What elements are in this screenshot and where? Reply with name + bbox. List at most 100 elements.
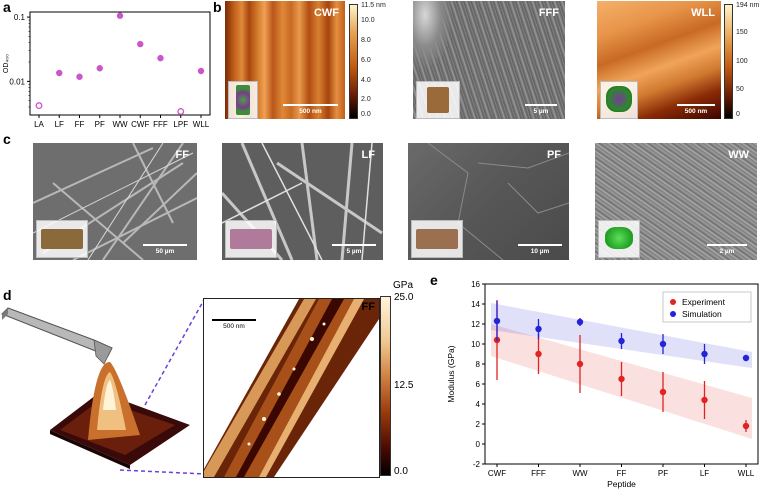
panel-label-e: e [430,272,438,288]
structure-inset-fff [416,81,460,119]
scale-text-ww: 2 µm [719,248,735,255]
scale-bar-lf [332,244,376,246]
image-tag-fff: FFF [538,7,559,19]
chart-a-od400: 0.1 0.01 OD₄₀₀ LA LF FF PF WW CWF FFF LPF WLL [3,11,211,128]
colorbar-cwf-tick: 8.0 [361,37,371,44]
colorbar-wll-tick: 150 [736,29,748,36]
data-point-experiment [742,422,750,430]
data-point-a [76,73,83,80]
scale-text-ff: 50 µm [155,248,175,255]
x-tick-label-a: CWF [131,120,149,128]
y-tick-label-e: 10 [471,340,480,349]
data-point-a [177,108,185,115]
panel-label-c: c [3,131,11,147]
legend-marker-simulation [670,311,676,317]
data-point-experiment [576,360,584,368]
data-point-a [137,40,144,48]
sem-image-fff: FFF 5 µm [413,1,565,119]
data-point-simulation [701,350,708,358]
y-tick-label-e: 6 [476,380,481,389]
data-point-experiment [535,350,542,358]
afm-image-cwf: CWF 500 nm [225,1,345,119]
x-tick-label-a: LA [34,120,44,128]
afm-image-wll: WLL 500 nm [597,1,721,119]
y-axis-label-e: Modulus (GPa) [446,345,456,402]
afm-modulus-map-ff: FF 500 nm [203,298,380,478]
x-tick-label-e: FF [617,469,627,478]
scale-text-pf: 10 µm [530,248,550,255]
colorbar-d-tick: 12.5 [394,380,414,391]
sem-image-ww: WW 2 µm [595,143,757,260]
structure-inset-pf [411,220,463,258]
afm-3d-diagram [1,297,205,475]
data-point-simulation [742,354,750,362]
colorbar-cwf-tick: 10.0 [361,17,375,24]
data-point-experiment [659,388,667,396]
colorbar-cwf-tick: 4.0 [361,77,371,84]
chart-e-modulus: -2 0 2 4 6 8 10 12 14 16 Modulus (GPa) CWF FFF WW FF PF… [446,280,759,489]
panel-label-b: b [213,0,222,15]
data-point-experiment [701,396,708,404]
data-point-a [35,102,43,110]
y-axis-label-a: OD₄₀₀ [3,54,10,73]
x-tick-label-e: WW [572,469,588,478]
y-tick-label-e: 16 [471,280,480,289]
scale-text-d: 500 nm [223,323,245,330]
legend-label-experiment: Experiment [682,297,726,307]
structure-inset-lf [225,220,277,258]
colorbar-wll-tick: 50 [736,86,744,93]
legend-label-simulation: Simulation [682,309,722,319]
plot-frame-a [29,11,211,116]
data-point-simulation [576,318,584,326]
structure-inset-ff [36,220,88,258]
colorbar-d [380,296,391,476]
data-point-a [157,54,164,62]
panel-label-d: d [3,287,12,303]
x-tick-label-e: PF [658,469,668,478]
scale-text-fff: 5 µm [533,108,549,115]
y-tick-label-a: 0.01 [9,77,25,86]
panel-label-a: a [3,0,11,15]
x-tick-label-a: WLL [193,120,210,128]
colorbar-cwf-tick: 11.5 nm [361,2,386,9]
legend-marker-experiment [670,299,676,305]
x-tick-label-e: LF [700,469,709,478]
colorbar-cwf-tick: 2.0 [361,96,371,103]
scale-bar-fff [525,104,557,106]
colorbar-d-unit: GPa [393,280,414,291]
x-tick-label-e: CWF [488,469,506,478]
scale-text-lf: 5 µm [346,248,362,255]
scale-bar-d [212,319,256,321]
x-tick-label-a: PF [95,120,105,128]
y-tick-label-e: 4 [476,400,481,409]
scale-bar-pf [518,244,562,246]
scale-bar-ww [707,244,747,246]
structure-inset-ww [598,220,640,258]
scale-bar-ff [143,244,187,246]
sem-image-ff: FF 50 µm [33,143,197,260]
image-tag-wll: WLL [691,7,715,19]
data-point-a [96,65,103,72]
x-tick-label-a: LPF [173,120,188,128]
data-point-simulation [618,337,625,345]
y-tick-label-e: -2 [473,460,481,469]
y-tick-label-e: 0 [476,440,481,449]
x-tick-label-a: LF [55,120,64,128]
sem-image-pf: PF 10 µm [408,143,569,260]
colorbar-wll-tick: 194 nm [736,2,760,9]
x-tick-label-e: WLL [738,469,755,478]
y-tick-label-e: 2 [476,420,481,429]
scale-bar-wll [677,104,715,106]
data-point-experiment [618,375,625,383]
image-tag-lf: LF [361,149,375,161]
colorbar-wll-tick: 100 [736,58,748,65]
colorbar-cwf-tick: 6.0 [361,57,371,64]
image-tag-ww: WW [728,149,749,161]
scale-bar-cwf [283,104,338,106]
colorbar-d-tick: 0.0 [394,466,408,477]
y-tick-label-e: 14 [471,300,480,309]
data-point-simulation [493,317,501,325]
structure-inset-cwf [228,81,258,119]
scale-text-cwf: 500 nm [299,108,322,115]
colorbar-d-tick: 25.0 [394,292,414,303]
